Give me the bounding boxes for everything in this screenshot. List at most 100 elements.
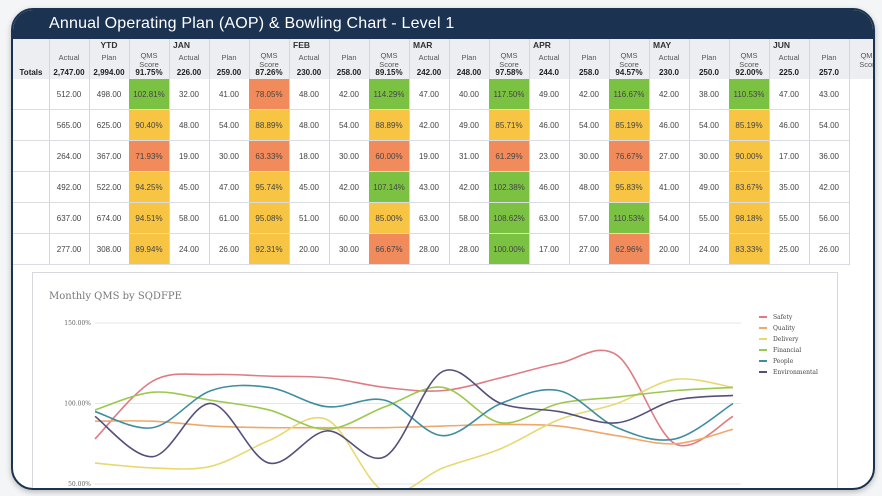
qms-score-cell[interactable]: 60.00%: [369, 141, 409, 172]
value-cell[interactable]: 42.00: [409, 110, 449, 141]
value-cell[interactable]: 48.00: [169, 110, 209, 141]
value-cell[interactable]: 41.00: [209, 79, 249, 110]
value-cell[interactable]: 43.00: [809, 79, 849, 110]
value-cell[interactable]: 18.00: [289, 141, 329, 172]
value-cell[interactable]: 60.00: [329, 203, 369, 234]
value-cell[interactable]: 58.00: [449, 203, 489, 234]
qms-score-cell[interactable]: 85.19%: [729, 110, 769, 141]
value-cell[interactable]: 47.00: [769, 79, 809, 110]
value-cell[interactable]: 38.00: [689, 79, 729, 110]
value-cell[interactable]: 565.00: [49, 110, 89, 141]
value-cell[interactable]: 522.00: [89, 172, 129, 203]
value-cell[interactable]: 48.00: [289, 79, 329, 110]
value-cell[interactable]: 24.00: [169, 234, 209, 265]
qms-score-cell[interactable]: 85.71%: [489, 110, 529, 141]
qms-score-cell[interactable]: 90.00%: [729, 141, 769, 172]
value-cell[interactable]: 30.00: [329, 234, 369, 265]
value-cell[interactable]: 47.00: [209, 172, 249, 203]
qms-score-cell[interactable]: 116.67%: [609, 79, 649, 110]
qms-score-cell[interactable]: 66.67%: [369, 234, 409, 265]
value-cell[interactable]: 35.00: [769, 172, 809, 203]
qms-score-cell[interactable]: 83.67%: [729, 172, 769, 203]
qms-score-cell[interactable]: 71.93%: [129, 141, 169, 172]
value-cell[interactable]: 55.00: [689, 203, 729, 234]
value-cell[interactable]: 17.00: [529, 234, 569, 265]
value-cell[interactable]: 41.00: [649, 172, 689, 203]
value-cell[interactable]: 20.00: [649, 234, 689, 265]
value-cell[interactable]: 55.00: [769, 203, 809, 234]
qms-score-cell[interactable]: 107.14%: [369, 172, 409, 203]
value-cell[interactable]: 54.00: [689, 110, 729, 141]
qms-score-cell[interactable]: 114.29%: [369, 79, 409, 110]
value-cell[interactable]: 27.00: [649, 141, 689, 172]
qms-score-cell[interactable]: 62.96%: [609, 234, 649, 265]
qms-score-cell[interactable]: 110.53%: [729, 79, 769, 110]
value-cell[interactable]: 48.00: [569, 172, 609, 203]
value-cell[interactable]: 674.00: [89, 203, 129, 234]
value-cell[interactable]: 26.00: [209, 234, 249, 265]
value-cell[interactable]: 25.00: [769, 234, 809, 265]
value-cell[interactable]: 42.00: [809, 172, 849, 203]
qms-score-cell[interactable]: 83.33%: [729, 234, 769, 265]
value-cell[interactable]: 54.00: [809, 110, 849, 141]
value-cell[interactable]: 512.00: [49, 79, 89, 110]
value-cell[interactable]: 46.00: [529, 172, 569, 203]
value-cell[interactable]: 308.00: [89, 234, 129, 265]
value-cell[interactable]: 492.00: [49, 172, 89, 203]
value-cell[interactable]: 51.00: [289, 203, 329, 234]
qms-score-cell[interactable]: 102.38%: [489, 172, 529, 203]
qms-score-cell[interactable]: 78.05%: [249, 79, 289, 110]
value-cell[interactable]: 24.00: [689, 234, 729, 265]
qms-score-cell[interactable]: 108.62%: [489, 203, 529, 234]
value-cell[interactable]: 277.00: [49, 234, 89, 265]
value-cell[interactable]: 498.00: [89, 79, 129, 110]
value-cell[interactable]: 47.00: [409, 79, 449, 110]
value-cell[interactable]: 367.00: [89, 141, 129, 172]
value-cell[interactable]: 637.00: [49, 203, 89, 234]
value-cell[interactable]: 20.00: [289, 234, 329, 265]
qms-score-cell[interactable]: 63.33%: [249, 141, 289, 172]
value-cell[interactable]: 625.00: [89, 110, 129, 141]
value-cell[interactable]: 61.00: [209, 203, 249, 234]
value-cell[interactable]: 54.00: [209, 110, 249, 141]
value-cell[interactable]: 63.00: [529, 203, 569, 234]
value-cell[interactable]: 58.00: [169, 203, 209, 234]
value-cell[interactable]: 30.00: [569, 141, 609, 172]
value-cell[interactable]: 28.00: [449, 234, 489, 265]
value-cell[interactable]: 42.00: [449, 172, 489, 203]
value-cell[interactable]: 56.00: [809, 203, 849, 234]
qms-score-cell[interactable]: 102.81%: [129, 79, 169, 110]
value-cell[interactable]: 42.00: [329, 79, 369, 110]
value-cell[interactable]: 46.00: [769, 110, 809, 141]
value-cell[interactable]: 54.00: [649, 203, 689, 234]
qms-score-cell[interactable]: 98.18%: [729, 203, 769, 234]
qms-score-cell[interactable]: 95.83%: [609, 172, 649, 203]
qms-score-cell[interactable]: 94.25%: [129, 172, 169, 203]
value-cell[interactable]: 42.00: [649, 79, 689, 110]
qms-score-cell[interactable]: 95.74%: [249, 172, 289, 203]
qms-score-cell[interactable]: 76.67%: [609, 141, 649, 172]
value-cell[interactable]: 46.00: [649, 110, 689, 141]
value-cell[interactable]: 45.00: [169, 172, 209, 203]
value-cell[interactable]: 23.00: [529, 141, 569, 172]
value-cell[interactable]: 19.00: [409, 141, 449, 172]
qms-score-cell[interactable]: 88.89%: [369, 110, 409, 141]
qms-score-cell[interactable]: 89.94%: [129, 234, 169, 265]
value-cell[interactable]: 40.00: [449, 79, 489, 110]
value-cell[interactable]: 48.00: [289, 110, 329, 141]
qms-score-cell[interactable]: 95.08%: [249, 203, 289, 234]
qms-score-cell[interactable]: 110.53%: [609, 203, 649, 234]
qms-score-cell[interactable]: 90.40%: [129, 110, 169, 141]
value-cell[interactable]: 63.00: [409, 203, 449, 234]
value-cell[interactable]: 45.00: [289, 172, 329, 203]
qms-score-cell[interactable]: 85.19%: [609, 110, 649, 141]
value-cell[interactable]: 27.00: [569, 234, 609, 265]
value-cell[interactable]: 30.00: [689, 141, 729, 172]
value-cell[interactable]: 42.00: [329, 172, 369, 203]
value-cell[interactable]: 49.00: [449, 110, 489, 141]
value-cell[interactable]: 54.00: [569, 110, 609, 141]
value-cell[interactable]: 264.00: [49, 141, 89, 172]
qms-score-cell[interactable]: 92.31%: [249, 234, 289, 265]
value-cell[interactable]: 28.00: [409, 234, 449, 265]
value-cell[interactable]: 54.00: [329, 110, 369, 141]
